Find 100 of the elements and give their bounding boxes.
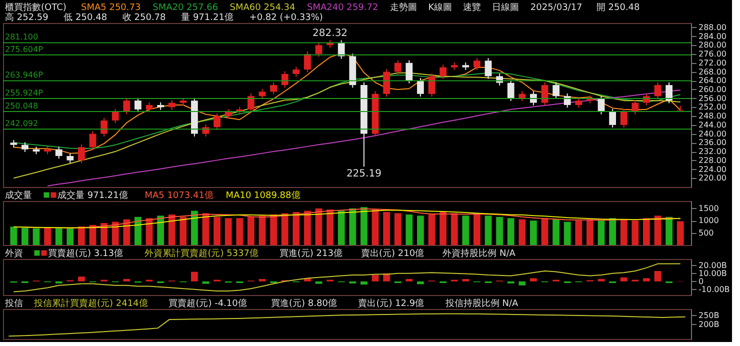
- bar: [202, 281, 210, 284]
- bar: [360, 207, 368, 245]
- bar: [620, 277, 628, 282]
- candlestick: [530, 90, 537, 106]
- bar: [134, 216, 142, 245]
- bar: [496, 216, 503, 245]
- bar: [372, 275, 379, 282]
- y-tick-label: 228.00: [698, 156, 726, 165]
- text: 外資累計買賣超(元) 5337億: [144, 248, 258, 259]
- ref-line-label: 250.048: [5, 102, 38, 111]
- text: 外資持股比例 N/A: [442, 248, 516, 259]
- bar: [440, 212, 446, 245]
- bar: [78, 276, 85, 282]
- y-tick-label: 220.00: [698, 174, 726, 183]
- y-tick-label: 268.00: [698, 67, 726, 76]
- y-tick-label: 284.00: [698, 32, 726, 41]
- bar: [10, 226, 18, 245]
- bar: [270, 214, 277, 245]
- candlestick: [66, 152, 74, 164]
- candlestick: [666, 82, 672, 104]
- ref-line-label: 275.604P: [5, 44, 44, 54]
- bar: [281, 213, 288, 245]
- text: 投信累計買賣超(元) 2414億: [33, 298, 148, 309]
- y-tick-label: 232.00: [698, 147, 726, 156]
- y-tick-label: 276.00: [698, 50, 726, 59]
- bar: [507, 218, 514, 245]
- bar: [598, 220, 605, 245]
- bar: [417, 216, 424, 245]
- bar: [214, 216, 220, 245]
- candlestick: [248, 92, 254, 113]
- bar: [372, 210, 379, 245]
- y-tick-label: 10.00B: [698, 268, 727, 278]
- ref-line-label: 281.100: [5, 32, 38, 42]
- y-tick-label: 264.00: [698, 76, 726, 86]
- bar: [258, 216, 266, 245]
- annotation: 282.32: [312, 28, 348, 40]
- text: 賣出(元) 210億: [361, 248, 424, 259]
- chart-title: 外資: [5, 248, 23, 259]
- bar: [338, 210, 345, 245]
- y-tick-label: 224.00: [698, 164, 726, 174]
- candlestick: [620, 108, 628, 128]
- bar: [78, 226, 85, 245]
- bar: [157, 216, 164, 245]
- bar: [248, 216, 254, 245]
- text: K線圖: [428, 2, 452, 13]
- bar: [22, 228, 28, 245]
- text: 開 250.48: [596, 2, 640, 13]
- candlestick: [281, 70, 288, 88]
- bar: [394, 213, 402, 245]
- y-tick-label: 500: [698, 228, 714, 238]
- chart-title: 投信: [4, 298, 23, 309]
- bar: [530, 278, 537, 282]
- text: 量 971.21億: [181, 12, 234, 23]
- bar: [666, 216, 672, 245]
- text: 賣出(元) 12.9億: [358, 298, 424, 309]
- text: 低 250.48: [64, 12, 108, 23]
- candlestick: [78, 144, 85, 164]
- bar: [224, 218, 232, 245]
- candlestick: [22, 142, 28, 152]
- text: SMA5 250.73: [81, 3, 141, 13]
- bar: [417, 281, 424, 284]
- bar: [643, 278, 650, 282]
- y-tick-label: 244.00: [698, 120, 726, 130]
- candlestick: [146, 102, 153, 113]
- bar: [541, 218, 548, 245]
- annotation: 225.19: [346, 168, 382, 180]
- line-series: [8, 313, 686, 337]
- bar: [406, 214, 413, 245]
- candlestick: [518, 90, 526, 102]
- candlestick: [214, 112, 220, 130]
- y-tick-label: 256.00: [698, 94, 726, 103]
- candlestick: [609, 108, 616, 128]
- legend-label: 成交量 971.21億: [58, 190, 128, 201]
- text: 高 252.59: [5, 12, 49, 23]
- candlestick: [304, 50, 311, 73]
- text: 速覽: [462, 2, 481, 13]
- y-tick-label: 236.00: [698, 138, 726, 148]
- candlestick: [224, 108, 232, 120]
- candlestick: [100, 117, 108, 137]
- candlestick: [632, 100, 639, 115]
- line-series: [13, 263, 681, 292]
- bar: [530, 220, 537, 245]
- bar: [575, 220, 582, 245]
- bar: [44, 227, 51, 245]
- bar: [518, 219, 526, 245]
- candlestick: [123, 97, 130, 115]
- bar: [236, 218, 244, 245]
- bar: [123, 219, 130, 245]
- candlestick: [654, 82, 662, 100]
- text: 買進(元) 8.80億: [271, 298, 337, 309]
- y-tick-label: 240.00: [698, 129, 726, 138]
- y-tick-label: 20.00B: [698, 260, 727, 270]
- candlestick: [338, 40, 345, 60]
- bar: [304, 210, 311, 245]
- y-tick-label: 1000: [698, 216, 719, 226]
- y-tick-label: 260.00: [698, 84, 726, 94]
- candlestick: [270, 82, 277, 95]
- bar: [383, 212, 390, 245]
- candlestick: [112, 108, 119, 124]
- bar: [66, 228, 74, 245]
